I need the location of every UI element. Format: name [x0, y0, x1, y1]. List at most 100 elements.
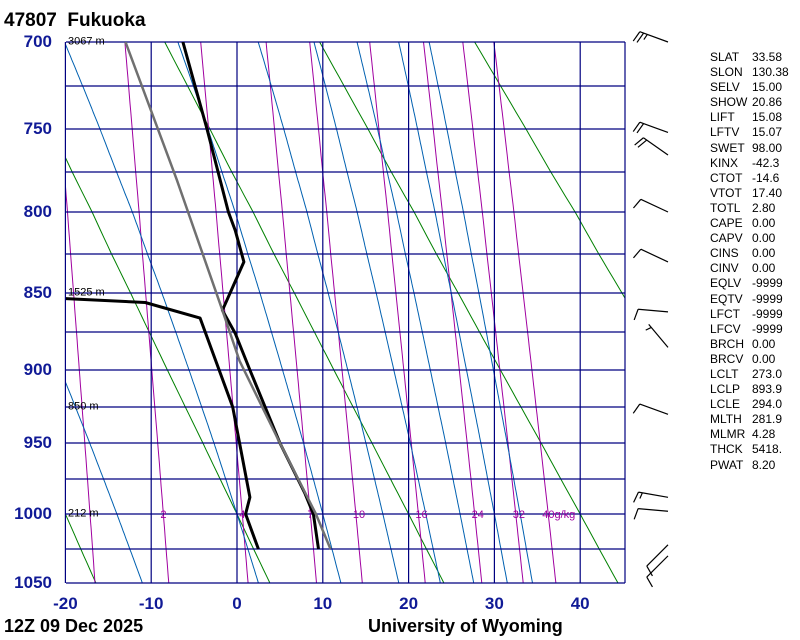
wind-barb [632, 121, 669, 134]
stat-key: SLAT [710, 50, 740, 64]
stat-row: CAPV 0.00 [710, 231, 789, 246]
stat-value: -9999 [752, 306, 783, 321]
stat-row: LCLE 294.0 [710, 397, 789, 412]
wind-barb [646, 544, 669, 577]
stat-value: 98.00 [752, 140, 783, 155]
stat-key: PWAT [710, 457, 744, 472]
wind-barb-staff [646, 555, 669, 578]
wind-barb-flag [633, 508, 639, 520]
stat-row: SWET 98.00 [710, 141, 789, 156]
stat-key: LCLT [710, 366, 739, 381]
stat-value: 0.00 [752, 216, 776, 231]
height-label: 212 m [68, 507, 99, 520]
stat-value: -9999 [752, 276, 783, 291]
stat-key: CAPE [710, 216, 743, 231]
mixing-ratio-label: 40g/kg [542, 509, 575, 521]
wind-barb-flag [634, 137, 644, 146]
pressure-tick-label: 900 [23, 360, 52, 379]
stat-value: 0.00 [752, 246, 776, 261]
wind-barb-half-flag [645, 326, 652, 331]
temperature-tick-label: -10 [138, 594, 164, 613]
stat-value: -9999 [752, 321, 783, 336]
stat-row: LFCT -9999 [710, 307, 789, 322]
stat-row: EQLV -9999 [710, 276, 789, 291]
temperature-tick-label: -20 [53, 594, 78, 613]
pressure-tick-label: 950 [23, 433, 52, 452]
stat-row: CTOT -14.6 [710, 171, 789, 186]
stat-key: SHOW [710, 95, 748, 110]
stat-key: CINV [710, 261, 739, 276]
mixing-ratio-line [493, 42, 557, 583]
stat-value: 5418. [752, 442, 783, 457]
wind-barb [633, 491, 669, 503]
stat-row: LIFT 15.08 [710, 110, 789, 125]
stat-value: 20.86 [752, 95, 783, 110]
moist-adiabat [257, 42, 400, 583]
wind-barb-flag [632, 31, 641, 42]
stat-value: 17.40 [752, 185, 783, 200]
wind-barb-flag [636, 32, 645, 43]
stat-value: 4.28 [752, 427, 776, 442]
observation-time: 12Z 09 Dec 2025 [4, 616, 144, 636]
wind-barb-staff [648, 323, 669, 348]
wind-barb-flag [632, 403, 641, 414]
stat-value: 0.00 [752, 336, 776, 351]
pressure-tick-label: 800 [23, 202, 52, 221]
stat-key: EQLV [710, 276, 742, 291]
pressure-tick-label: 1050 [14, 573, 52, 592]
stat-key: CINS [710, 246, 739, 261]
wind-barb-staff [638, 508, 669, 512]
mixing-ratio-label: 7 [307, 509, 313, 521]
stat-value: 0.00 [752, 351, 776, 366]
stat-row: LFCV -9999 [710, 322, 789, 337]
temperature-tick-label: 40 [570, 594, 590, 613]
wind-barb [646, 555, 669, 588]
station-id: 47807 [4, 10, 57, 31]
wind-barb [633, 308, 669, 321]
pressure-tick-label: 850 [23, 283, 52, 302]
wind-barb-half-flag [643, 34, 648, 40]
wind-barb [632, 248, 669, 263]
station-title: 47807 Fukuoka [4, 10, 146, 32]
stat-key: SWET [710, 140, 745, 155]
wind-barb-staff [646, 544, 669, 567]
wind-barb [634, 137, 669, 156]
dewpoint-line [66, 297, 260, 550]
mixing-ratio-line [66, 186, 96, 583]
wind-barb-staff [640, 248, 669, 263]
stat-value: 294.0 [752, 397, 783, 412]
moist-adiabat [177, 42, 342, 583]
moist-adiabat [428, 42, 533, 583]
stat-key: CAPV [710, 231, 743, 246]
mixing-ratio-label: 16 [415, 509, 427, 521]
stat-value: 15.00 [752, 80, 783, 95]
mixing-ratio-line [423, 42, 483, 583]
wind-barb [632, 403, 669, 415]
stat-row: CAPE 0.00 [710, 216, 789, 231]
stat-row: TOTL 2.80 [710, 201, 789, 216]
stat-row: LCLT 273.0 [710, 367, 789, 382]
pressure-tick-label: 1000 [14, 504, 52, 523]
pressure-tick-label: 750 [23, 119, 52, 138]
stat-key: BRCH [710, 336, 745, 351]
stat-value: -14.6 [752, 170, 780, 185]
wind-barb [632, 198, 669, 213]
stat-value: 281.9 [752, 412, 783, 427]
stat-key: LCLE [710, 397, 741, 412]
wind-barb-flag [637, 139, 648, 148]
stat-value: 15.07 [752, 125, 783, 140]
mixing-ratio-line [369, 42, 426, 583]
wind-barb-flag [646, 576, 653, 588]
wind-barb-flag [632, 248, 642, 259]
stat-row: BRCV 0.00 [710, 352, 789, 367]
stat-key: LFTV [710, 125, 740, 140]
stat-value: 0.00 [752, 231, 776, 246]
stat-row: PWAT 8.20 [710, 458, 789, 473]
wind-barb-flag [646, 565, 653, 577]
stat-key: KINX [710, 155, 739, 170]
temperature-tick-label: 20 [399, 594, 419, 613]
mixing-ratio-line [124, 42, 170, 583]
wind-barb-staff [639, 31, 669, 43]
stat-key: LFCV [710, 321, 741, 336]
